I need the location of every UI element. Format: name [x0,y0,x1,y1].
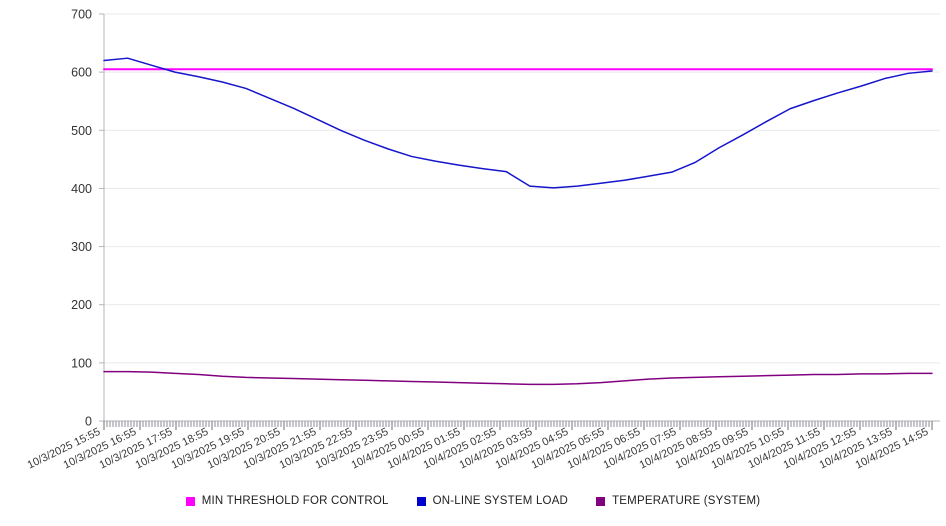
series-line-1 [103,57,933,189]
legend-item[interactable]: TEMPERATURE (SYSTEM) [596,495,760,507]
legend-item-label: ON-LINE SYSTEM LOAD [432,495,569,507]
legend-color-swatch-icon [416,496,426,506]
y-axis-tick-label: 600 [71,66,92,80]
y-axis-tick-label: 100 [71,356,92,370]
chart-legend: MIN THRESHOLD FOR CONTROL ON-LINE SYSTEM … [0,495,946,507]
series-line-2 [103,370,933,386]
legend-item[interactable]: ON-LINE SYSTEM LOAD [416,495,569,507]
y-axis-tick-label: 300 [71,240,92,254]
y-axis-tick-label: 700 [71,8,92,22]
x-axis [103,14,940,430]
y-axis-tick-label: 0 [85,415,92,429]
y-axis-tick-label: 400 [71,182,92,196]
legend-item[interactable]: MIN THRESHOLD FOR CONTROL [185,495,389,507]
data-series [103,57,933,386]
legend-color-swatch-icon [596,496,606,506]
legend-color-swatch-icon [185,496,195,506]
legend-item-label: TEMPERATURE (SYSTEM) [612,495,761,507]
gridlines [104,13,940,422]
y-axis-tick-label: 200 [71,298,92,312]
y-axis-tick-labels: 0 100 200 300 400 500 600 700 [71,8,104,429]
legend-item-label: MIN THRESHOLD FOR CONTROL [201,495,389,507]
y-axis-tick-label: 500 [71,124,92,138]
